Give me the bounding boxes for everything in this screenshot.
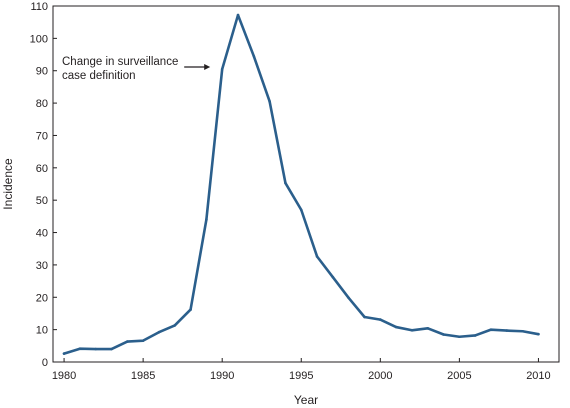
data-point: [236, 13, 240, 17]
data-point: [410, 328, 414, 332]
data-point: [299, 208, 303, 212]
data-point: [505, 329, 509, 332]
y-axis-ticks: 0 10 20 30 40 50 60 70 80 90 100 110: [30, 1, 57, 369]
x-tick-label: 2010: [526, 370, 550, 382]
y-tick-label: 80: [36, 98, 48, 110]
y-tick-label: 100: [30, 33, 48, 45]
series-layer: [62, 13, 540, 355]
y-tick-label: 90: [36, 66, 48, 78]
y-tick-label: 110: [30, 1, 48, 13]
data-point: [521, 329, 524, 333]
data-point: [157, 330, 161, 334]
y-tick-label: 30: [36, 260, 48, 272]
data-point: [268, 100, 271, 103]
y-tick-label: 70: [36, 130, 48, 142]
data-point: [426, 327, 430, 330]
y-tick-label: 60: [36, 163, 48, 175]
x-tick-label: 1995: [289, 370, 313, 382]
data-point: [442, 333, 445, 336]
y-axis-title: Incidence: [1, 158, 15, 210]
data-point: [284, 181, 287, 185]
data-point: [363, 315, 366, 319]
data-point: [473, 334, 477, 337]
data-point: [252, 54, 256, 58]
data-point: [489, 328, 493, 331]
data-point: [331, 275, 335, 279]
data-point: [537, 332, 540, 336]
x-tick-label: 1990: [210, 370, 234, 382]
y-tick-label: 50: [36, 195, 48, 207]
x-tick-label: 1980: [52, 370, 76, 382]
data-point: [78, 347, 82, 351]
data-point: [458, 335, 461, 339]
annotation-arrow: [184, 64, 211, 70]
x-tick-label: 1985: [131, 370, 155, 382]
data-point: [110, 347, 113, 351]
data-point: [62, 352, 66, 355]
data-point: [205, 218, 208, 221]
plot-frame: [52, 5, 560, 363]
data-point: [141, 339, 145, 342]
data-point: [220, 67, 224, 71]
data-point: [379, 318, 382, 321]
y-tick-label: 20: [36, 292, 48, 304]
data-point: [347, 296, 350, 300]
annotation-line-2: case definition: [62, 70, 136, 82]
annotation-arrow-head: [204, 64, 211, 70]
x-axis-ticks: 1980 1985 1990 1995 2000 2005 2010: [52, 358, 551, 382]
data-point: [94, 347, 97, 351]
x-tick-label: 2000: [368, 370, 392, 382]
x-tick-label: 2005: [447, 370, 471, 382]
data-point: [126, 340, 129, 343]
x-axis-title: Year: [294, 393, 318, 407]
y-tick-label: 10: [36, 325, 48, 337]
y-tick-label: 0: [42, 357, 48, 369]
data-point: [173, 324, 177, 327]
data-point: [315, 255, 319, 258]
data-point: [189, 308, 192, 311]
y-tick-label: 40: [36, 228, 48, 240]
data-point: [394, 325, 398, 329]
annotation-line-1: Change in surveillance: [62, 56, 178, 68]
